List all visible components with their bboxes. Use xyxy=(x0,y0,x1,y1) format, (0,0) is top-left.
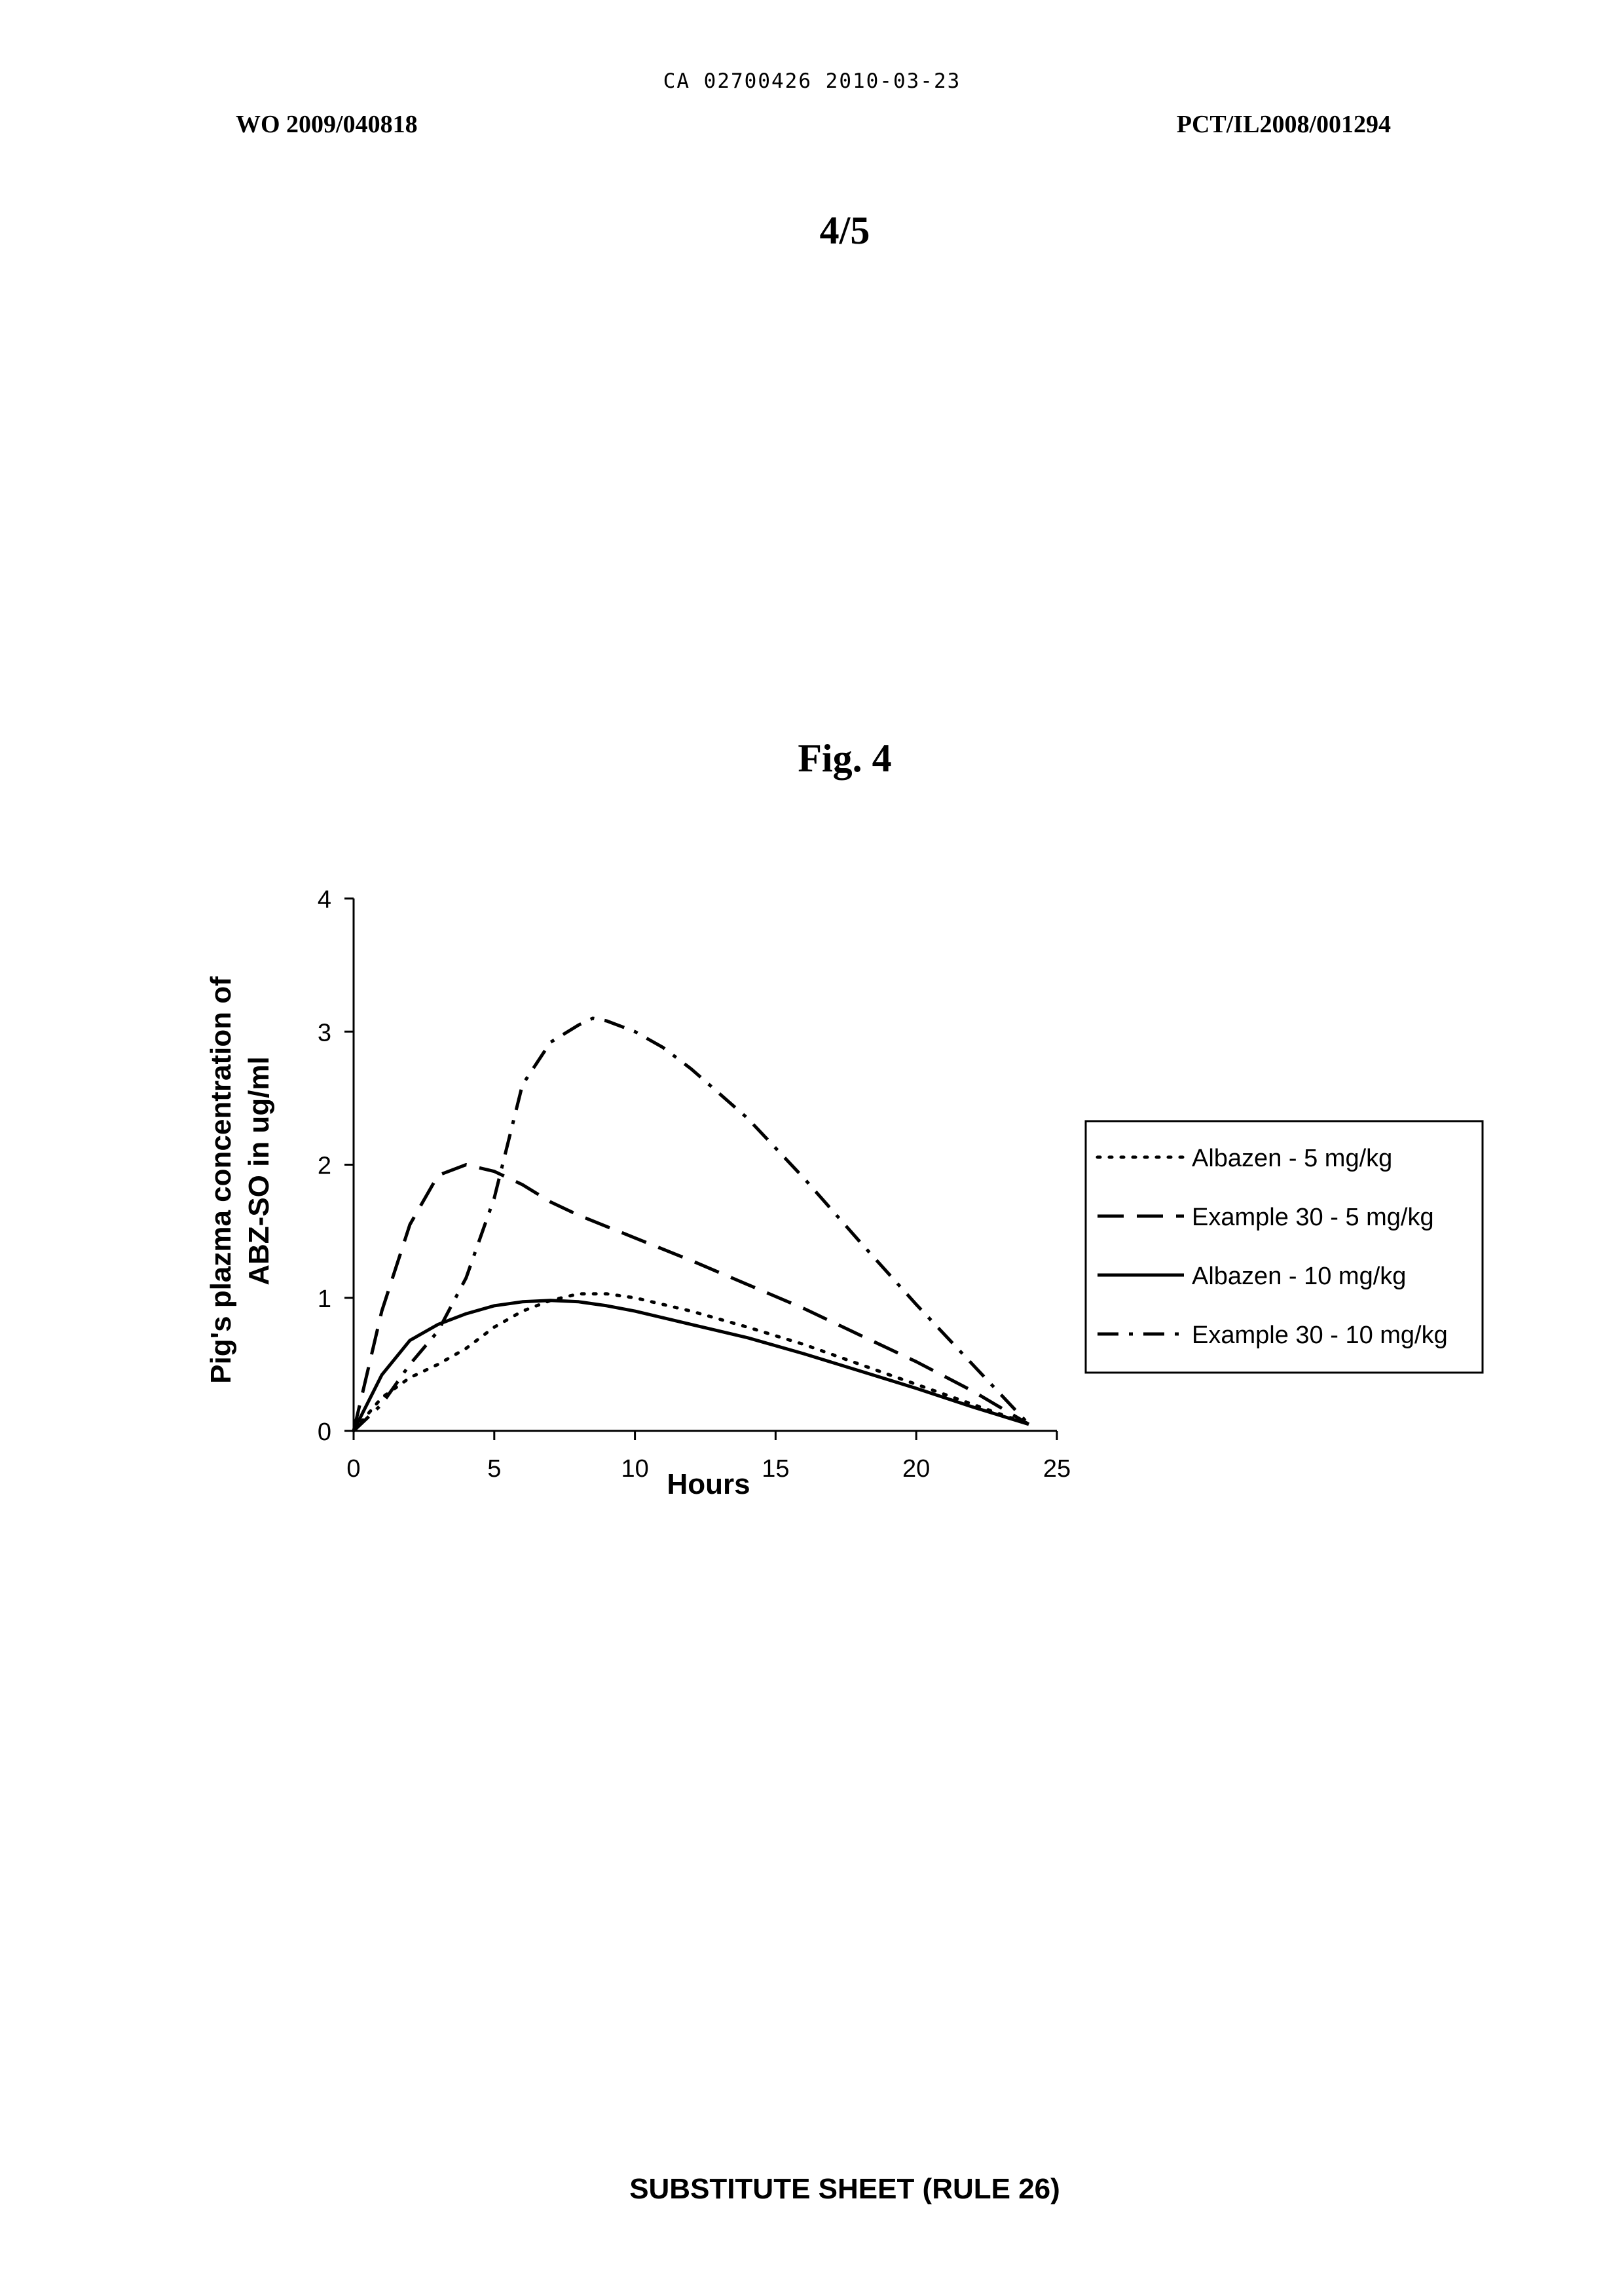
legend-label: Example 30 - 5 mg/kg xyxy=(1192,1204,1434,1231)
legend-label: Albazen - 10 mg/kg xyxy=(1192,1263,1406,1290)
y-tick-label: 3 xyxy=(318,1019,331,1046)
series-line-albazen-5-mg-kg xyxy=(354,1294,1029,1431)
chart-series-layer xyxy=(354,1018,1029,1431)
chart-legend: Albazen - 5 mg/kg Example 30 - 5 mg/kg Alb… xyxy=(1086,1121,1483,1373)
y-tick-label: 2 xyxy=(318,1153,331,1180)
y-axis-label-line-1: Pig's plazma concentration of xyxy=(205,976,237,1384)
series-line-albazen-10-mg-kg xyxy=(354,1301,1029,1431)
x-tick-label: 5 xyxy=(487,1455,501,1483)
legend-label: Example 30 - 10 mg/kg xyxy=(1192,1322,1448,1349)
y-tick-label: 0 xyxy=(318,1418,331,1446)
x-tick-label: 10 xyxy=(621,1455,648,1483)
x-tick-label: 25 xyxy=(1043,1455,1071,1483)
chart-axes: 0 1 2 3 4 0 5 10 15 20 25 xyxy=(318,886,1071,1483)
legend-label: Albazen - 5 mg/kg xyxy=(1192,1145,1392,1172)
page-footer: SUBSTITUTE SHEET (RULE 26) xyxy=(0,2173,1624,2206)
y-axis-label-line-2: ABZ-SO in ug/ml xyxy=(243,1056,275,1286)
y-tick-label: 1 xyxy=(318,1286,331,1313)
x-tick-label: 15 xyxy=(762,1455,789,1483)
x-tick-label: 0 xyxy=(346,1455,360,1483)
x-axis-label: Hours xyxy=(667,1468,750,1500)
y-tick-label: 4 xyxy=(318,886,331,914)
x-tick-label: 20 xyxy=(902,1455,930,1483)
